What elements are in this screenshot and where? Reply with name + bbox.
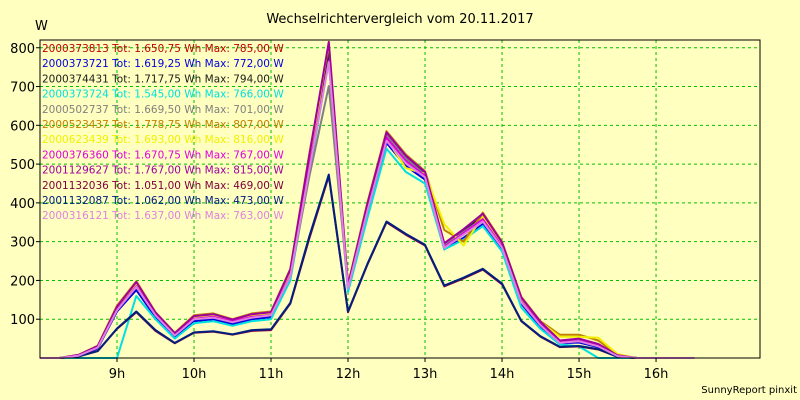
y-tick-label: 700: [10, 81, 35, 96]
series-line-12: [40, 61, 695, 359]
y-axis-unit-label: W: [35, 19, 48, 34]
y-tick-label: 100: [10, 313, 35, 328]
series-line-11: [40, 173, 695, 359]
y-tick-label: 200: [10, 274, 35, 289]
legend-entry: 2001129627 Tot: 1.767,00 Wh Max: 815,00 …: [42, 165, 284, 177]
legend-entry: 2000373813 Tot: 1.650,75 Wh Max: 785,00 …: [42, 43, 284, 55]
y-tick-label: 400: [10, 197, 35, 212]
series-line-4: [40, 59, 695, 359]
plot-frame: [39, 39, 761, 359]
y-tick-label: 300: [10, 236, 35, 251]
legend-entry: 2000373721 Tot: 1.619,25 Wh Max: 772,00 …: [42, 58, 284, 70]
legend: 2000373813 Tot: 1.650,75 Wh Max: 785,00 …: [42, 43, 284, 222]
x-tick-label: 16h: [644, 367, 669, 382]
legend-entry: 2000502737 Tot: 1.669,50 Wh Max: 701,00 …: [42, 104, 284, 116]
legend-entry: 2000373724 Tot: 1.545,00 Wh Max: 766,00 …: [42, 89, 284, 101]
y-axis-ticks: 100 200 300 400 500 600 700 800: [10, 42, 40, 328]
footer-credit: SunnyReport pinxit: [701, 385, 797, 396]
y-tick-label: 500: [10, 158, 35, 173]
legend-entry: 2000376360 Tot: 1.670,75 Wh Max: 767,00 …: [42, 149, 284, 161]
legend-entry: 2001132036 Tot: 1.051,00 Wh Max: 469,00 …: [42, 180, 284, 192]
series-line-9: [40, 40, 695, 359]
legend-entry: 2000316121 Tot: 1.637,00 Wh Max: 763,00 …: [42, 210, 284, 222]
x-tick-label: 15h: [567, 367, 592, 382]
legend-entry: 2000523437 Tot: 1.778,75 Wh Max: 807,00 …: [42, 119, 284, 131]
chart-title: Wechselrichtervergleich vom 20.11.2017: [266, 12, 533, 27]
x-tick-label: 13h: [413, 367, 438, 382]
series-lines: [40, 40, 695, 359]
x-tick-label: 10h: [182, 367, 207, 382]
legend-entry: 2001132087 Tot: 1.062,00 Wh Max: 473,00 …: [42, 195, 284, 207]
y-tick-label: 600: [10, 119, 35, 134]
x-tick-label: 9h: [109, 367, 126, 382]
legend-entry: 2000623439 Tot: 1.693,00 Wh Max: 816,00 …: [42, 134, 284, 146]
x-tick-label: 11h: [259, 367, 284, 382]
y-tick-label: 800: [10, 42, 35, 57]
x-tick-label: 14h: [490, 367, 515, 382]
x-axis-ticks: 9h 10h 11h 12h 13h 14h 15h 16h: [109, 358, 669, 382]
x-tick-label: 12h: [336, 367, 361, 382]
legend-entry: 2000374431 Tot: 1.717,75 Wh Max: 794,00 …: [42, 73, 284, 85]
